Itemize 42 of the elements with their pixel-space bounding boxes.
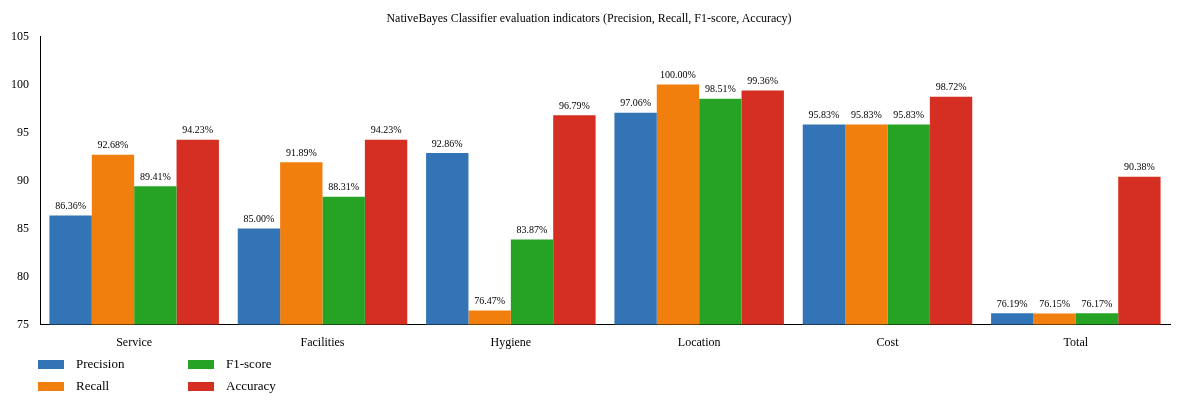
data-label: 95.83%	[850, 109, 882, 121]
data-label: 90.38%	[1123, 161, 1155, 173]
data-label: 95.83%	[893, 109, 925, 121]
x-tick-label: Service	[116, 334, 153, 349]
y-tick-label: 85	[17, 220, 29, 235]
data-label: 89.41%	[139, 170, 171, 182]
data-label: 98.72%	[935, 81, 967, 93]
legend-label: F1-score	[226, 356, 272, 372]
data-label: 92.86%	[431, 137, 463, 149]
data-label: 94.23%	[182, 124, 214, 136]
data-label: 76.17%	[1081, 297, 1113, 309]
data-label: 99.36%	[747, 75, 779, 87]
x-tick-label: Cost	[876, 334, 900, 349]
legend-label: Recall	[76, 378, 110, 394]
x-tick-label: Location	[677, 334, 721, 349]
data-label: 85.00%	[243, 213, 275, 225]
data-label: 92.68%	[97, 139, 129, 151]
data-label: 76.19%	[996, 297, 1028, 309]
legend-label: Accuracy	[226, 378, 276, 394]
data-label: 96.79%	[558, 99, 590, 111]
x-tick-label: Hygiene	[490, 334, 532, 349]
y-tick-label: 90	[17, 172, 29, 187]
data-label: 76.47%	[474, 295, 506, 307]
data-label: 91.89%	[285, 146, 317, 158]
data-label: 83.87%	[516, 224, 548, 236]
data-label: 100.00%	[660, 69, 696, 81]
y-tick-label: 75	[17, 316, 29, 331]
y-tick-label: 100	[11, 76, 29, 91]
x-tick-label: Total	[1063, 334, 1089, 349]
data-label: 97.06%	[620, 97, 652, 109]
x-tick-label: Facilities	[300, 334, 345, 349]
chart-title: NativeBayes Classifier evaluation indicators (Precision, Recall, F1-score, Accuracy)	[386, 11, 792, 26]
data-label: 86.36%	[55, 200, 87, 212]
data-label: 76.15%	[1039, 298, 1071, 310]
y-tick-label: 80	[17, 268, 29, 283]
legend-label: Precision	[76, 356, 125, 372]
y-tick-label: 95	[17, 124, 29, 139]
data-label: 98.51%	[704, 83, 736, 95]
data-label: 95.83%	[808, 109, 840, 121]
data-label: 88.31%	[328, 181, 360, 193]
y-tick-label: 105	[11, 28, 29, 43]
data-label: 94.23%	[370, 124, 402, 136]
